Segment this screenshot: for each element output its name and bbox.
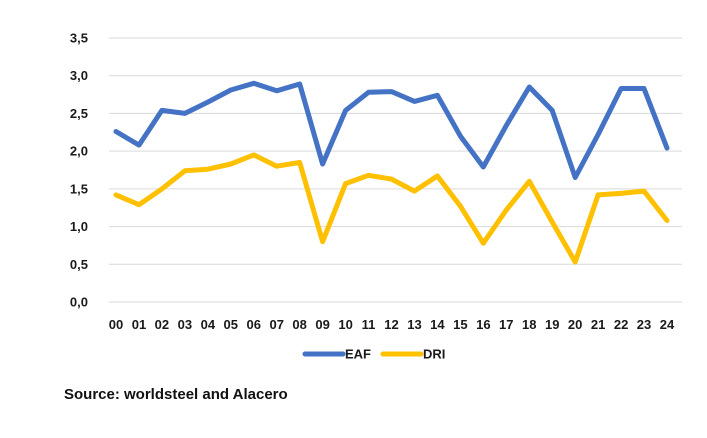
- x-tick-label: 04: [201, 317, 216, 332]
- x-tick-label: 24: [660, 317, 675, 332]
- gridlines: [109, 37, 682, 303]
- x-tick-label: 11: [362, 317, 376, 332]
- x-tick-label: 20: [568, 317, 582, 332]
- legend-label-dri: DRI: [423, 347, 445, 362]
- x-tick-label: 08: [292, 317, 306, 332]
- y-tick-label: 2,0: [70, 144, 88, 159]
- x-tick-label: 00: [109, 317, 123, 332]
- x-tick-label: 16: [476, 317, 490, 332]
- y-tick-label: 3,0: [70, 68, 88, 83]
- y-tick-label: 3,5: [70, 31, 88, 46]
- x-tick-label: 22: [614, 317, 628, 332]
- x-tick-label: 12: [384, 317, 398, 332]
- source-note: Source: worldsteel and Alacero: [64, 386, 288, 403]
- x-tick-label: 10: [338, 317, 352, 332]
- series-line-dri: [113, 152, 670, 265]
- x-tick-label: 19: [545, 317, 559, 332]
- x-tick-label: 03: [178, 317, 192, 332]
- y-tick-label: 0,5: [70, 257, 88, 272]
- series-lines: [113, 80, 670, 265]
- x-tick-label: 23: [637, 317, 651, 332]
- y-axis-ticks: 0,0 0,5 1,0 1,5 2,0 2,5 3,0 3,5: [70, 31, 88, 310]
- x-tick-label: 07: [269, 317, 283, 332]
- x-tick-label: 06: [247, 317, 261, 332]
- x-axis-ticks: 00 01 02 03 04 05 06 07 08 09 10 11 12 13 14 15 16 17 18 19…: [109, 317, 675, 332]
- line-chart: 0,00,51,01,52,02,53,03,5 00 01 02 03 04 05 06 0…: [70, 31, 682, 362]
- x-tick-label: 14: [430, 317, 445, 332]
- y-tick-label: 0,0: [70, 295, 88, 310]
- legend-label-eaf: EAF: [345, 347, 371, 362]
- x-tick-label: 15: [453, 317, 467, 332]
- x-tick-label: 18: [522, 317, 536, 332]
- x-tick-label: 01: [132, 317, 146, 332]
- legend: EAF DRI: [302, 347, 445, 362]
- y-tick-label: 1,5: [70, 181, 88, 196]
- x-tick-label: 21: [591, 317, 605, 332]
- x-tick-label: 05: [224, 317, 238, 332]
- x-tick-label: 02: [155, 317, 169, 332]
- x-tick-label: 09: [315, 317, 329, 332]
- y-tick-label: 1,0: [70, 219, 88, 234]
- x-tick-label: 13: [407, 317, 421, 332]
- series-line-eaf: [113, 80, 670, 180]
- y-tick-label: 2,5: [70, 106, 88, 121]
- x-tick-label: 17: [499, 317, 513, 332]
